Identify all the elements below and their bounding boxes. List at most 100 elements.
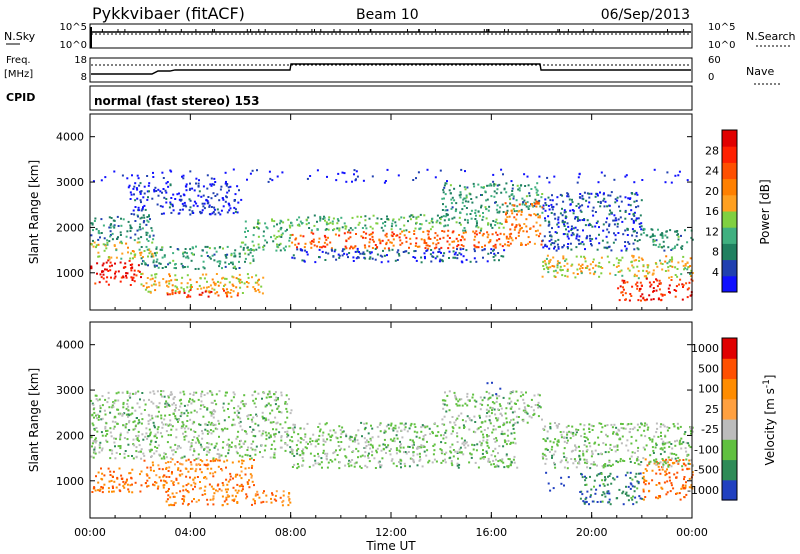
velocity-data-cell bbox=[403, 462, 406, 465]
power-data-cell bbox=[415, 242, 418, 245]
power-data-cell bbox=[109, 261, 112, 264]
velocity-data-cell bbox=[123, 437, 126, 439]
velocity-data-cell bbox=[92, 424, 95, 427]
velocity-data-cell bbox=[508, 402, 511, 405]
power-data-cell bbox=[467, 200, 470, 203]
power-data-cell bbox=[351, 216, 354, 219]
power-data-cell bbox=[228, 209, 231, 212]
power-data-cell bbox=[631, 192, 633, 195]
velocity-data-cell bbox=[147, 484, 150, 487]
velocity-data-cell bbox=[556, 426, 559, 429]
velocity-data-cell bbox=[291, 427, 294, 430]
power-data-cell bbox=[324, 259, 327, 261]
velocity-data-cell bbox=[168, 414, 171, 416]
velocity-data-cell bbox=[615, 445, 617, 448]
velocity-data-cell bbox=[670, 482, 673, 485]
power-data-cell bbox=[92, 245, 95, 248]
power-data-cell bbox=[504, 243, 506, 246]
power-data-cell bbox=[102, 277, 105, 280]
velocity-data-cell bbox=[585, 450, 588, 453]
velocity-data-cell bbox=[637, 463, 640, 466]
power-data-cell bbox=[462, 229, 465, 232]
velocity-data-cell bbox=[475, 449, 478, 452]
nsky-tick-top: 10^5 bbox=[60, 22, 87, 33]
power-data-cell bbox=[498, 238, 501, 241]
power-data-cell bbox=[230, 295, 233, 298]
velocity-data-cell bbox=[554, 438, 557, 441]
velocity-data-cell bbox=[114, 421, 117, 424]
velocity-data-cell bbox=[288, 498, 291, 501]
velocity-data-cell bbox=[297, 447, 300, 450]
power-data-cell bbox=[613, 219, 616, 222]
power-data-cell bbox=[439, 258, 442, 261]
velocity-data-cell bbox=[668, 471, 671, 474]
power-data-cell bbox=[178, 212, 181, 215]
power-data-cell bbox=[109, 224, 112, 227]
power-data-cell bbox=[189, 278, 192, 281]
velocity-data-cell bbox=[443, 415, 446, 418]
power-data-cell bbox=[148, 252, 151, 255]
power-data-cell bbox=[577, 239, 580, 242]
velocity-data-cell bbox=[506, 421, 508, 424]
velocity-data-cell bbox=[590, 463, 593, 465]
power-data-cell bbox=[591, 209, 594, 212]
velocity-data-cell bbox=[606, 435, 609, 438]
velocity-data-cell bbox=[425, 454, 428, 457]
velocity-data-cell bbox=[257, 392, 260, 395]
power-data-cell bbox=[403, 216, 406, 219]
power-data-cell bbox=[120, 257, 123, 260]
velocity-data-cell bbox=[474, 461, 477, 464]
velocity-data-cell bbox=[600, 472, 603, 475]
velocity-data-cell bbox=[492, 425, 495, 427]
power-data-cell bbox=[588, 196, 591, 199]
power-data-cell bbox=[427, 236, 430, 239]
velocity-data-cell bbox=[617, 428, 620, 431]
power-data-cell bbox=[617, 271, 620, 273]
power-data-cell bbox=[135, 274, 138, 277]
power-data-cell bbox=[557, 246, 560, 248]
velocity-data-cell bbox=[171, 458, 174, 461]
power-data-cell bbox=[351, 247, 354, 250]
velocity-data-cell bbox=[392, 426, 395, 429]
velocity-data-cell bbox=[627, 449, 630, 452]
power-data-cell bbox=[108, 265, 111, 268]
velocity-data-cell bbox=[329, 439, 332, 442]
power-data-cell bbox=[327, 218, 330, 221]
power-data-cell bbox=[510, 232, 513, 235]
power-data-cell bbox=[399, 232, 402, 235]
power-data-cell bbox=[246, 178, 248, 181]
velocity-data-cell bbox=[174, 404, 177, 407]
power-data-cell bbox=[521, 197, 524, 200]
power-data-cell bbox=[581, 263, 584, 266]
power-data-cell bbox=[505, 182, 508, 185]
freq-trace bbox=[91, 63, 691, 75]
velocity-data-cell bbox=[179, 469, 182, 472]
velocity-data-cell bbox=[94, 437, 97, 440]
power-data-cell bbox=[144, 262, 147, 265]
power-data-cell bbox=[378, 238, 381, 241]
velocity-data-cell bbox=[279, 446, 282, 449]
velocity-data-cell bbox=[208, 483, 211, 486]
power-data-cell bbox=[548, 247, 551, 250]
power-data-cell bbox=[461, 201, 464, 204]
velocity-data-cell bbox=[316, 440, 318, 443]
velocity-data-cell bbox=[131, 483, 133, 486]
power-data-cell bbox=[504, 218, 507, 221]
power-data-cell bbox=[452, 246, 455, 249]
velocity-data-cell bbox=[673, 473, 676, 476]
velocity-data-cell bbox=[237, 405, 240, 408]
power-data-cell bbox=[319, 219, 322, 222]
power-data-cell bbox=[436, 239, 439, 242]
power-data-cell bbox=[547, 204, 550, 207]
power-data-cell bbox=[189, 213, 192, 216]
power-data-cell bbox=[503, 249, 506, 252]
velocity-data-cell bbox=[180, 402, 183, 405]
velocity-data-cell bbox=[165, 400, 168, 403]
power-data-cell bbox=[143, 250, 146, 252]
power-data-cell bbox=[561, 194, 563, 197]
power-data-cell bbox=[316, 228, 319, 231]
power-data-cell bbox=[653, 240, 656, 242]
power-data-cell bbox=[574, 276, 577, 279]
velocity-data-cell bbox=[227, 449, 230, 452]
velocity-data-cell bbox=[193, 421, 196, 424]
